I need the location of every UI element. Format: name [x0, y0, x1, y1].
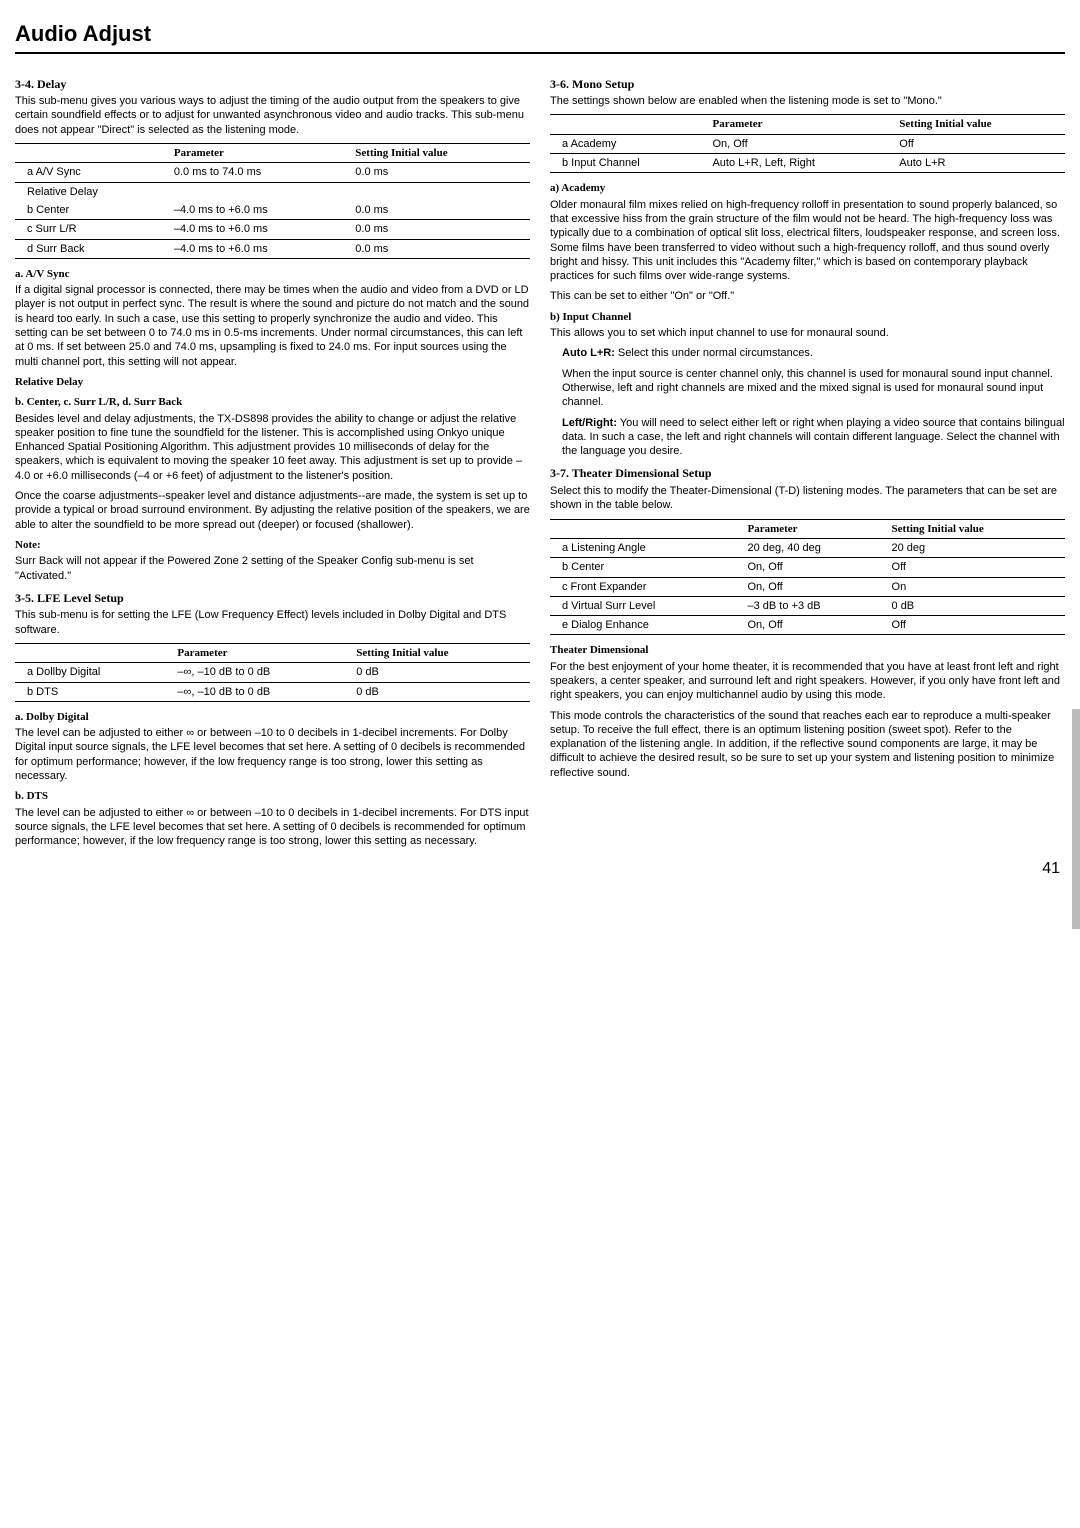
academy-text-1: Older monaural film mixes relied on high… — [550, 198, 1065, 284]
mono-table: ParameterSetting Initial value a Academy… — [550, 114, 1065, 173]
av-sync-text: If a digital signal processor is connect… — [15, 283, 530, 369]
section-3-6-heading: 3-6. Mono Setup — [550, 77, 1065, 93]
delay-table: ParameterSetting Initial value a A/V Syn… — [15, 143, 530, 259]
input-channel-text: This allows you to set which input chann… — [550, 326, 1065, 340]
left-right-block: Left/Right: You will need to select eith… — [550, 416, 1065, 459]
theater-table: ParameterSetting Initial value a Listeni… — [550, 519, 1065, 636]
row-academy-val: Off — [895, 134, 1065, 153]
auto-lr-text: Select this under normal circumstances. — [615, 347, 813, 359]
section-3-5-heading: 3-5. LFE Level Setup — [15, 591, 530, 607]
row-input-channel-val: Auto L+R — [895, 154, 1065, 173]
row-center2-val: Off — [888, 558, 1065, 577]
row-front-expander-param: On, Off — [743, 577, 887, 596]
row-dolby-val: 0 dB — [352, 663, 530, 682]
center-surr-text-2: Once the coarse adjustments--speaker lev… — [15, 489, 530, 532]
note-heading: Note: — [15, 538, 530, 552]
th-setting: Setting Initial value — [888, 519, 1065, 538]
th-parameter: Parameter — [170, 144, 351, 163]
relative-delay-heading: Relative Delay — [15, 375, 530, 389]
input-channel-heading: b) Input Channel — [550, 310, 1065, 324]
theater-dimensional-text-2: This mode controls the characteristics o… — [550, 709, 1065, 780]
row-dolby-label: a Dollby Digital — [15, 663, 173, 682]
row-center2-label: b Center — [550, 558, 743, 577]
dts-heading: b. DTS — [15, 789, 530, 803]
page-edge-stripe — [1072, 709, 1080, 929]
row-input-channel-param: Auto L+R, Left, Right — [708, 154, 895, 173]
row-dialog-enhance-val: Off — [888, 616, 1065, 635]
row-surr-back-val: 0.0 ms — [351, 239, 530, 258]
row-av-sync-param: 0.0 ms to 74.0 ms — [170, 163, 351, 182]
row-center2-param: On, Off — [743, 558, 887, 577]
row-surr-back-param: –4.0 ms to +6.0 ms — [170, 239, 351, 258]
theater-dimensional-heading: Theater Dimensional — [550, 643, 1065, 657]
th-parameter: Parameter — [743, 519, 887, 538]
row-academy-param: On, Off — [708, 134, 895, 153]
row-input-channel-label: b Input Channel — [550, 154, 708, 173]
left-right-text: You will need to select either left or r… — [562, 417, 1065, 458]
dolby-heading: a. Dolby Digital — [15, 710, 530, 724]
left-right-label: Left/Right: — [562, 417, 617, 429]
academy-text-2: This can be set to either "On" or "Off." — [550, 289, 1065, 303]
dolby-text: The level can be adjusted to either ∞ or… — [15, 726, 530, 783]
dts-text: The level can be adjusted to either ∞ or… — [15, 806, 530, 849]
section-3-5-intro: This sub-menu is for setting the LFE (Lo… — [15, 608, 530, 637]
auto-lr-text-2: When the input source is center channel … — [550, 367, 1065, 410]
row-virtual-surr-val: 0 dB — [888, 596, 1065, 615]
auto-lr-block: Auto L+R: Select this under normal circu… — [550, 346, 1065, 360]
row-surr-lr-param: –4.0 ms to +6.0 ms — [170, 220, 351, 239]
row-relative-delay-label: Relative Delay — [15, 182, 170, 201]
section-3-7-heading: 3-7. Theater Dimensional Setup — [550, 466, 1065, 482]
row-academy-label: a Academy — [550, 134, 708, 153]
row-front-expander-val: On — [888, 577, 1065, 596]
section-3-6-intro: The settings shown below are enabled whe… — [550, 94, 1065, 108]
th-setting: Setting Initial value — [351, 144, 530, 163]
center-surr-heading: b. Center, c. Surr L/R, d. Surr Back — [15, 395, 530, 409]
row-virtual-surr-label: d Virtual Surr Level — [550, 596, 743, 615]
note-text: Surr Back will not appear if the Powered… — [15, 554, 530, 583]
row-av-sync-label: a A/V Sync — [15, 163, 170, 182]
row-front-expander-label: c Front Expander — [550, 577, 743, 596]
lfe-table: ParameterSetting Initial value a Dollby … — [15, 643, 530, 702]
section-3-4-intro: This sub-menu gives you various ways to … — [15, 94, 530, 137]
row-surr-back-label: d Surr Back — [15, 239, 170, 258]
row-dts-param: –∞, –10 dB to 0 dB — [173, 682, 352, 701]
row-surr-lr-val: 0.0 ms — [351, 220, 530, 239]
row-dts-label: b DTS — [15, 682, 173, 701]
auto-lr-label: Auto L+R: — [562, 347, 615, 359]
th-parameter: Parameter — [708, 115, 895, 134]
row-virtual-surr-param: –3 dB to +3 dB — [743, 596, 887, 615]
th-setting: Setting Initial value — [895, 115, 1065, 134]
theater-dimensional-text-1: For the best enjoyment of your home thea… — [550, 660, 1065, 703]
row-center-label: b Center — [15, 201, 170, 220]
row-center-val: 0.0 ms — [351, 201, 530, 220]
row-listening-angle-param: 20 deg, 40 deg — [743, 538, 887, 557]
section-3-7-intro: Select this to modify the Theater-Dimens… — [550, 484, 1065, 513]
page-number: 41 — [1042, 859, 1060, 880]
th-setting: Setting Initial value — [352, 643, 530, 662]
row-surr-lr-label: c Surr L/R — [15, 220, 170, 239]
row-listening-angle-val: 20 deg — [888, 538, 1065, 557]
center-surr-text-1: Besides level and delay adjustments, the… — [15, 412, 530, 483]
row-listening-angle-label: a Listening Angle — [550, 538, 743, 557]
av-sync-heading: a. A/V Sync — [15, 267, 530, 281]
page-title: Audio Adjust — [15, 20, 1065, 54]
row-dialog-enhance-param: On, Off — [743, 616, 887, 635]
row-center-param: –4.0 ms to +6.0 ms — [170, 201, 351, 220]
row-dts-val: 0 dB — [352, 682, 530, 701]
section-3-4-heading: 3-4. Delay — [15, 77, 530, 93]
row-dolby-param: –∞, –10 dB to 0 dB — [173, 663, 352, 682]
th-parameter: Parameter — [173, 643, 352, 662]
row-dialog-enhance-label: e Dialog Enhance — [550, 616, 743, 635]
academy-heading: a) Academy — [550, 181, 1065, 195]
row-av-sync-val: 0.0 ms — [351, 163, 530, 182]
